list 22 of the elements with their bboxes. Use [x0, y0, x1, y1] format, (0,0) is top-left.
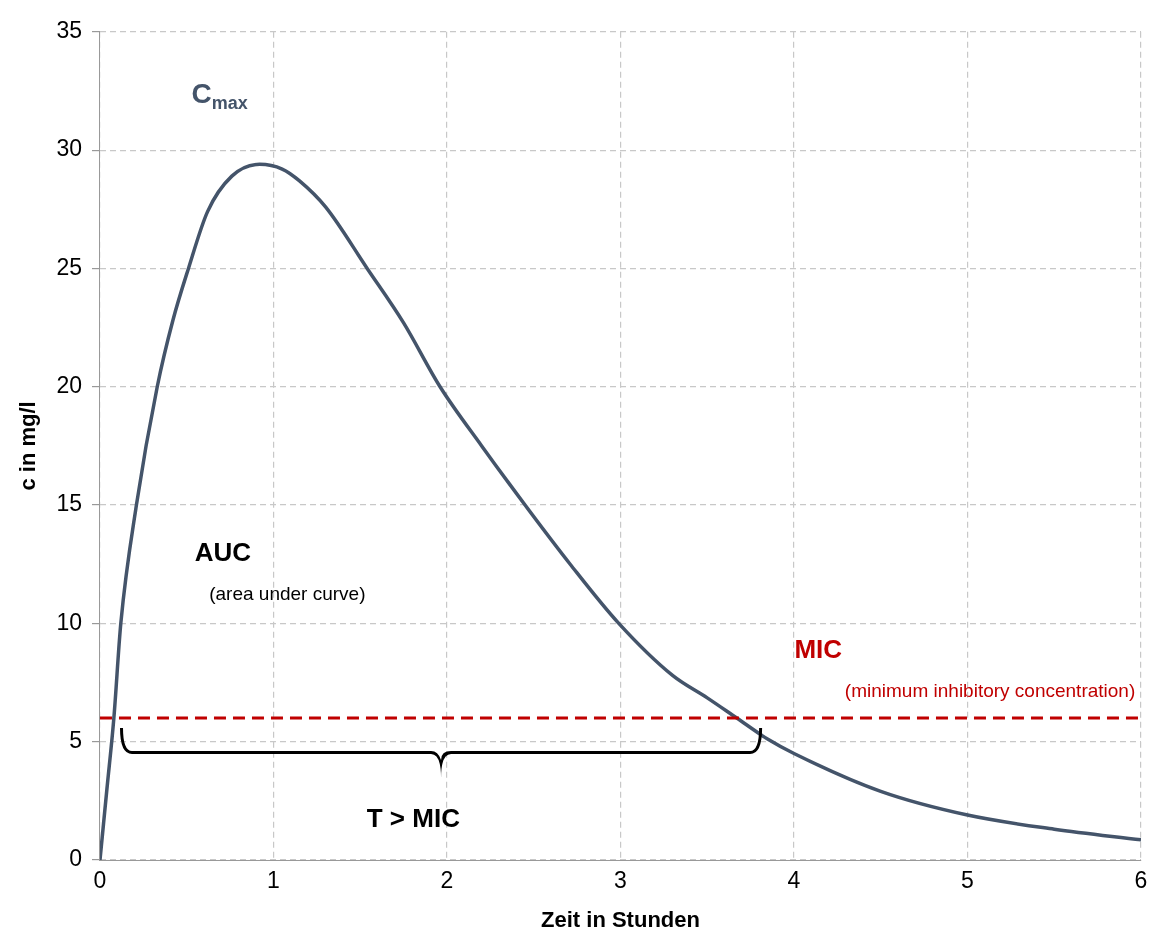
- y-tick-label: 10: [56, 608, 82, 635]
- y-tick-label: 30: [56, 135, 82, 162]
- x-tick-label: 1: [267, 867, 280, 894]
- annotation: (area under curve): [209, 583, 366, 605]
- y-tick-label: 20: [56, 372, 82, 399]
- x-axis-title: Zeit in Stunden: [541, 906, 700, 932]
- y-tick-label: 25: [56, 253, 82, 280]
- x-tick-label: 3: [614, 867, 627, 894]
- x-tick-label: 0: [93, 867, 107, 894]
- y-tick-label: 35: [56, 17, 82, 44]
- annotation: AUC: [194, 536, 252, 567]
- x-tick-label: 6: [1134, 867, 1148, 894]
- x-tick-label: 4: [787, 867, 801, 894]
- y-tick-label: 0: [69, 845, 82, 872]
- y-tick-label: 5: [69, 727, 82, 754]
- annotation: T > MIC: [366, 803, 461, 834]
- x-tick-label: 5: [961, 867, 974, 894]
- annotation: (minimum inhibitory concentration): [844, 680, 1136, 702]
- x-tick-label: 2: [440, 867, 454, 894]
- y-axis-title: c in mg/l: [15, 401, 41, 491]
- y-tick-label: 15: [56, 490, 82, 517]
- annotation: MIC: [794, 634, 843, 665]
